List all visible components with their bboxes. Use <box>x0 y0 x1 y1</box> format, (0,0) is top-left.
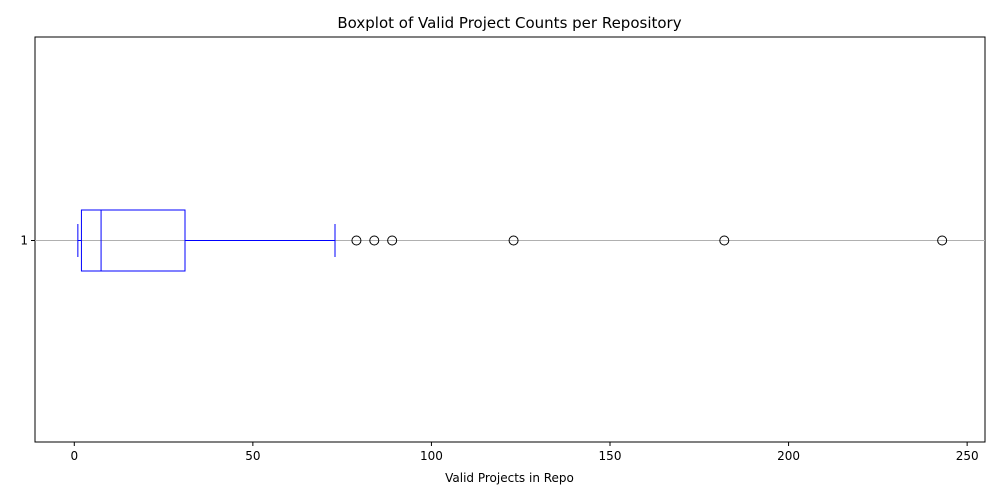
x-tick-label: 100 <box>420 449 443 463</box>
outlier-point <box>508 235 519 246</box>
y-axis-ticks: 1 <box>20 234 35 248</box>
x-axis-ticks: 0 50 100 150 200 250 <box>70 442 979 463</box>
outlier-point <box>719 235 730 246</box>
x-tick-label: 250 <box>956 449 979 463</box>
plot-area-frame <box>34 36 986 443</box>
outlier-layer <box>351 235 948 246</box>
x-tick-label: 50 <box>245 449 260 463</box>
chart-title: Boxplot of Valid Project Counts per Repo… <box>337 14 681 32</box>
x-tick-label: 200 <box>777 449 800 463</box>
box-layer <box>77 209 336 272</box>
x-axis-label: Valid Projects in Repo <box>445 471 574 485</box>
outlier-point <box>369 235 380 246</box>
x-tick-label: 150 <box>599 449 622 463</box>
outlier-point <box>387 235 398 246</box>
y-tick-label: 1 <box>20 234 28 248</box>
x-tick-label: 0 <box>70 449 78 463</box>
outlier-point <box>937 235 948 246</box>
outlier-point <box>351 235 362 246</box>
interquartile-box <box>80 209 186 272</box>
